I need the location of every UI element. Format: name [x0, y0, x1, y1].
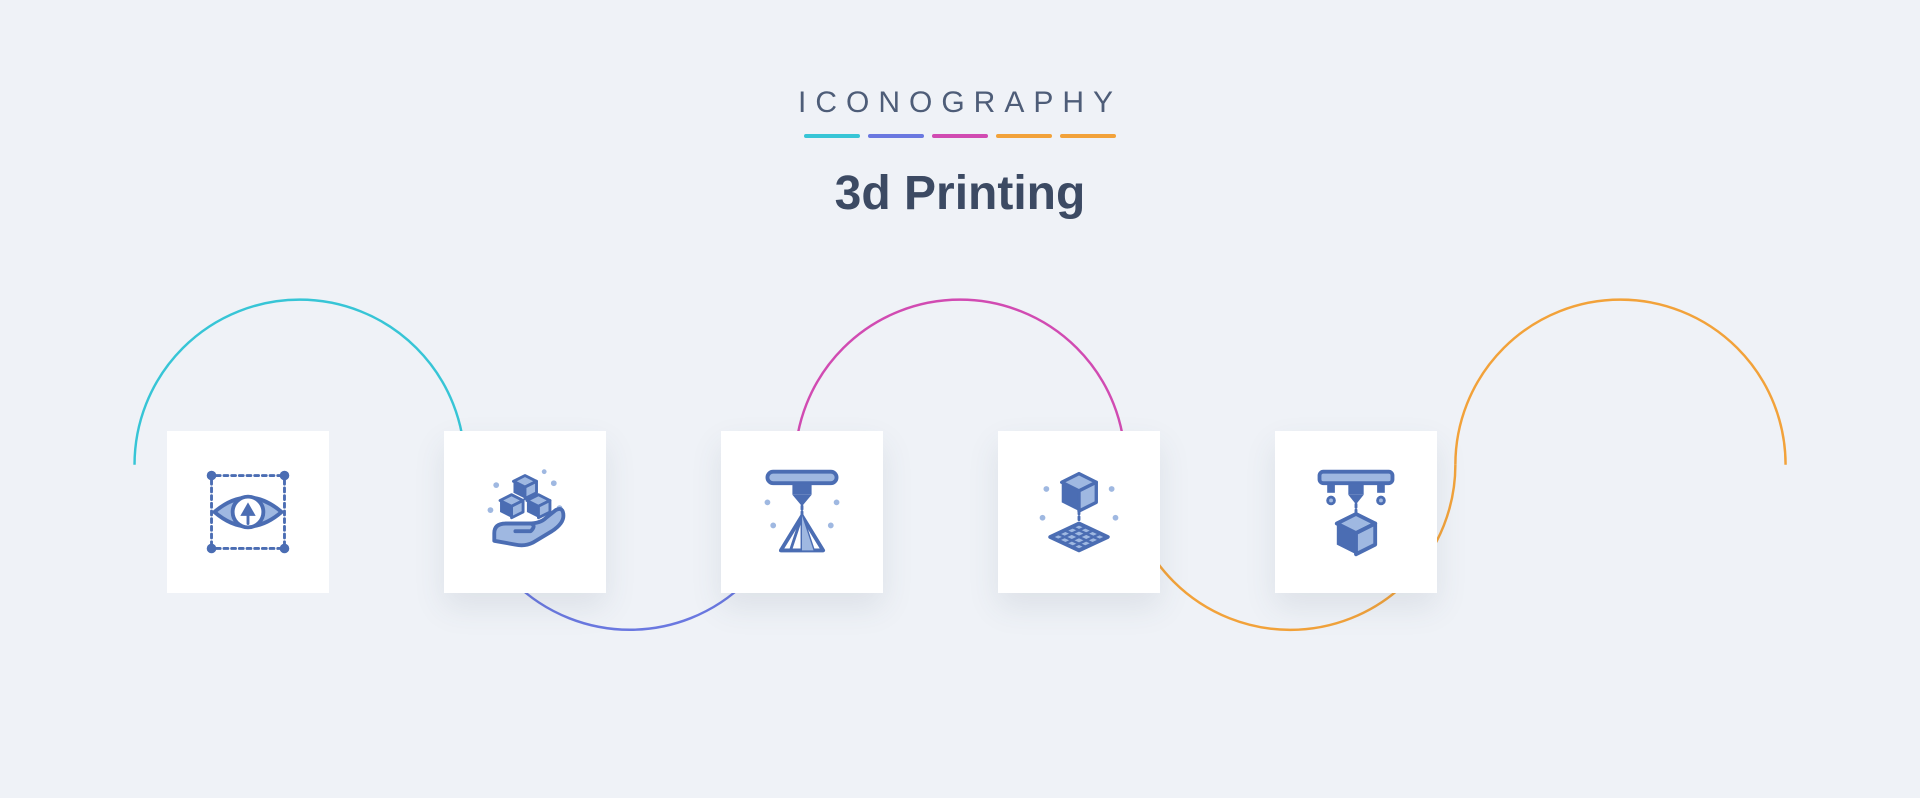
icon-card — [1275, 431, 1437, 593]
icon-card — [998, 431, 1160, 593]
laser-print-icon — [754, 464, 850, 560]
icon-card — [721, 431, 883, 593]
hand-cubes-icon — [477, 464, 573, 560]
gantry-cube-icon — [1308, 464, 1404, 560]
icon-card — [444, 431, 606, 593]
icon-card-row — [0, 0, 1920, 798]
eye-scan-icon — [200, 464, 296, 560]
icon-card — [167, 431, 329, 593]
cube-layers-icon — [1031, 464, 1127, 560]
